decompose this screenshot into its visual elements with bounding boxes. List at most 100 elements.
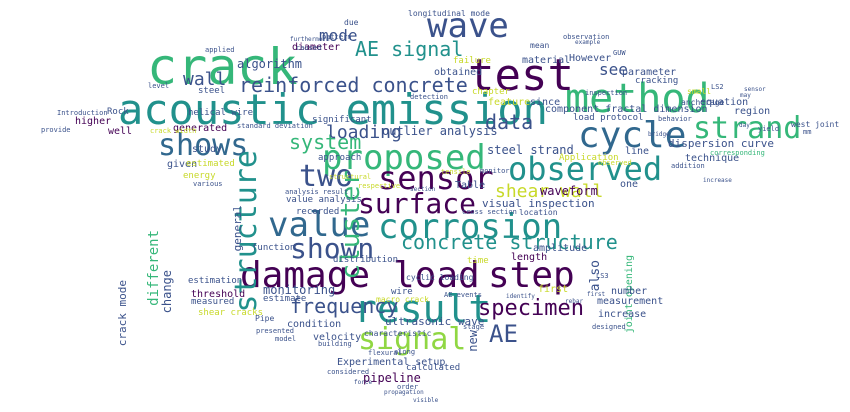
word-wave: wave <box>427 6 509 46</box>
word-building: building <box>318 340 352 348</box>
word-presented: presented <box>256 327 294 335</box>
word-threshold: threshold <box>191 289 246 300</box>
word-flexural: flexural <box>368 349 402 357</box>
word-cyclic-loading: cyclic loading <box>406 273 474 282</box>
word-generated: generated <box>173 123 228 134</box>
word-energy: energy <box>183 171 216 181</box>
word-damage: damage <box>240 255 371 296</box>
word-higher: higher <box>75 116 112 127</box>
word-rock: Rock <box>107 107 129 117</box>
word-value: value <box>268 205 371 245</box>
word-region: region <box>734 106 771 117</box>
word-measurement: measurement <box>597 296 664 307</box>
word-number: number <box>611 286 648 297</box>
word-may: may <box>740 92 751 99</box>
word-one: one <box>620 179 639 190</box>
word-example: example <box>575 39 601 46</box>
word-see: see <box>599 60 628 79</box>
word-level: level <box>148 82 170 90</box>
word-ultrasonic-wave: ultrasonic wave <box>385 315 485 328</box>
word-estimated: estimated <box>186 159 235 169</box>
word-behavior: behavior <box>658 115 692 123</box>
word-signal: signal <box>358 322 467 357</box>
word-equation: equation <box>700 97 749 108</box>
word-ls3: LS3 <box>596 272 609 280</box>
word-identify: identify <box>506 293 535 300</box>
word-new: new <box>466 330 480 352</box>
word-due: due <box>344 18 359 27</box>
word-failure: failure <box>453 56 491 66</box>
word-time: time <box>467 256 489 266</box>
word-addition: addition <box>671 162 705 170</box>
word-application: Application <box>559 153 619 163</box>
word-yield: yield <box>758 125 780 133</box>
word-ae-events: AE events <box>444 291 482 299</box>
word-location: location <box>519 208 558 217</box>
word-tensile: tensile <box>441 168 471 176</box>
word-considered: considered <box>327 368 370 376</box>
word-ae: AE <box>489 320 518 348</box>
word-sensor-small: sensor <box>744 86 766 93</box>
word-outlier-analysis: outlier analysis <box>382 124 498 138</box>
word-stage: stage <box>463 323 485 331</box>
word-detection: detection <box>410 93 448 101</box>
word-analysis-result: analysis result <box>285 188 349 196</box>
word-ae-signal: AE signal <box>355 37 464 61</box>
word-propagation: propagation <box>384 389 424 396</box>
word-cross-section: cross section <box>462 208 517 216</box>
word-proposed: proposed <box>322 138 486 178</box>
word-corresponding: corresponding <box>710 149 765 157</box>
word-condition: condition <box>287 319 342 330</box>
word-estimation: estimation <box>188 276 243 286</box>
word-step: step <box>488 255 575 296</box>
word-loading: loading <box>326 122 402 143</box>
word-given: given <box>167 159 198 170</box>
word-applied: applied <box>205 46 235 54</box>
word-material: material <box>522 55 571 66</box>
word-algorithm: algorithm <box>237 57 303 71</box>
word-longitudinal-mode: longitudinal mode <box>408 9 490 18</box>
word-different: different <box>146 230 162 306</box>
word-pipe: Pipe <box>255 314 275 323</box>
word-surface: surface <box>358 187 477 220</box>
word-length: length <box>511 252 548 263</box>
word-provide: provide <box>41 126 71 134</box>
word-system: system <box>289 130 362 154</box>
word-two: two <box>299 159 354 194</box>
word-observed: observed <box>508 150 663 188</box>
word-strand: strand <box>693 111 802 146</box>
word-component-fractal-dimension: component fractal dimension <box>545 104 708 115</box>
word-force: force <box>354 379 373 386</box>
word-rebar: rebar <box>565 298 584 305</box>
word-mean: mean <box>530 41 550 50</box>
word-acoustic-emission: acoustic emission <box>118 85 548 134</box>
word-day: day <box>739 122 750 129</box>
word-experimental-setup: Experimental setup <box>337 357 446 368</box>
word-various: various <box>193 180 223 188</box>
word-increase: increase <box>598 309 647 320</box>
word-small: small <box>687 87 712 96</box>
word-value-analysis: value analysis <box>286 195 362 205</box>
word-steel-strand: steel strand <box>487 143 574 157</box>
word-frequency: frequency <box>290 294 399 318</box>
word-crack-width: crack width <box>150 127 197 135</box>
word-feature: feature <box>488 97 531 108</box>
word-study: study <box>192 144 223 155</box>
word-first-small: first <box>587 291 606 298</box>
word-mm: mm <box>803 128 812 136</box>
word-recorded: recorded <box>296 207 340 217</box>
word-technique: technique <box>685 153 740 164</box>
word-guw: GUW <box>613 49 626 57</box>
word-load-protocol: load protocol <box>573 113 644 123</box>
word-mode: mode <box>319 26 358 45</box>
word-data: data <box>485 110 534 134</box>
word-pattern: pattern <box>322 33 352 41</box>
word-significant: significant <box>312 115 372 125</box>
word-characteristic: characteristic <box>364 329 432 338</box>
word-estimate: estimate <box>263 294 307 304</box>
word-order: order <box>397 383 419 391</box>
word-since: since <box>530 97 561 108</box>
word-monitor: monitor <box>480 167 510 175</box>
word-concrete-structure: concrete structure <box>401 230 618 254</box>
